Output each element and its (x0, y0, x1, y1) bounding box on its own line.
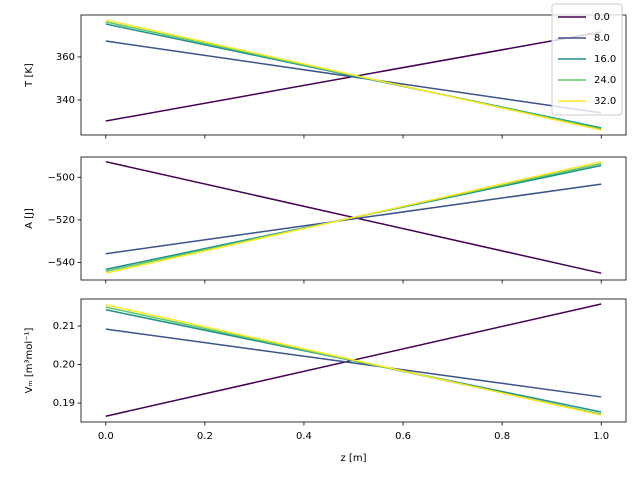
x-tick-label: 0.2 (197, 431, 213, 442)
series-line (105, 160, 602, 274)
y-axis-label: A [J] (24, 208, 35, 229)
series-line (105, 183, 602, 255)
axes-frame (80, 156, 627, 281)
y-tick-label: 0.21 (53, 321, 75, 332)
y-tick-label: −500 (48, 172, 75, 183)
y-tick-label: 0.19 (53, 398, 75, 409)
x-axis-label: z [m] (341, 453, 367, 464)
x-tick-label: 0.4 (296, 431, 312, 442)
x-tick-label: 0.8 (494, 431, 510, 442)
legend-box (551, 3, 623, 116)
y-axis-label: Vₘ [m³mol⁻¹] (24, 328, 35, 394)
y-tick-label: 360 (56, 52, 75, 63)
y-tick-label: −540 (48, 258, 75, 269)
series-line (105, 304, 602, 416)
x-tick-label: 0.6 (395, 431, 411, 442)
y-tick-label: 340 (56, 95, 75, 106)
axes-frame (80, 298, 627, 423)
legend-label: 8.0 (594, 33, 610, 44)
legend-label: 32.0 (594, 96, 616, 107)
legend-label: 16.0 (594, 54, 616, 65)
legend-label: 24.0 (594, 75, 616, 86)
y-tick-label: 0.20 (53, 360, 75, 371)
series-line (105, 19, 602, 131)
x-tick-label: 0.0 (98, 431, 114, 442)
y-axis-label: T [K] (24, 63, 35, 88)
axes-frame (80, 14, 627, 136)
legend-label: 0.0 (594, 12, 610, 23)
series-line (105, 40, 602, 114)
series-line (105, 328, 602, 398)
x-tick-label: 1.0 (593, 431, 609, 442)
y-tick-label: −520 (48, 215, 75, 226)
